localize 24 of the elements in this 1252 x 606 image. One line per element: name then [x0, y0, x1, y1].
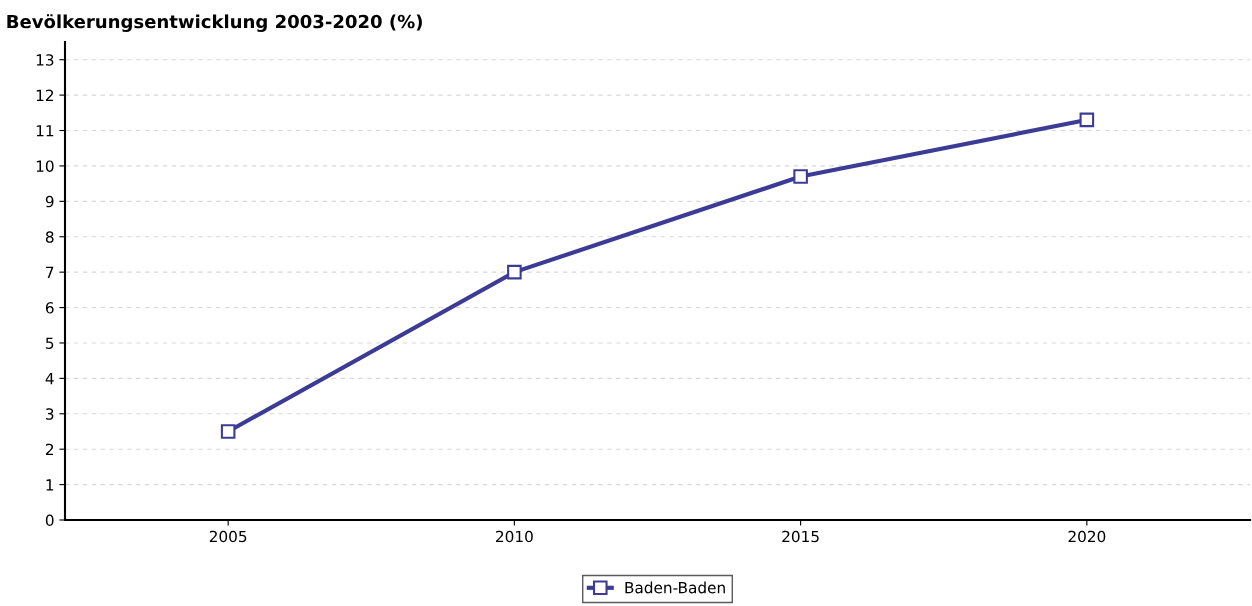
chart-title: Bevölkerungsentwicklung 2003-2020 (%): [7, 14, 422, 33]
y-tick-label: 8: [45, 231, 54, 243]
y-tick-label: 3: [46, 408, 54, 420]
point: [1079, 112, 1095, 128]
x-tick-label: 2015: [782, 530, 819, 543]
y-tick-label: 12: [36, 89, 54, 101]
y-tick-label: 4: [45, 373, 54, 385]
point: [507, 264, 522, 280]
y-tick-label: 6: [45, 302, 54, 314]
point: [220, 424, 236, 439]
x-tick-label: 2020: [1068, 530, 1106, 543]
y-tick-label: 10: [36, 160, 54, 172]
x-tick-label: 2010: [496, 530, 533, 543]
y-tick-label: 11: [36, 125, 54, 137]
y-tick-label: 0: [45, 514, 54, 527]
y-tick-label: 2: [45, 443, 54, 455]
y-tick-label: 13: [36, 54, 54, 66]
y-tick-label: 5: [46, 337, 54, 349]
y-tick-label: 7: [46, 266, 54, 278]
point: [793, 169, 808, 184]
y-tick-label: 9: [45, 195, 54, 208]
x-tick-label: 2005: [209, 530, 247, 543]
legend-label: Baden-Baden: [625, 581, 725, 594]
y-tick-label: 1: [46, 479, 54, 491]
